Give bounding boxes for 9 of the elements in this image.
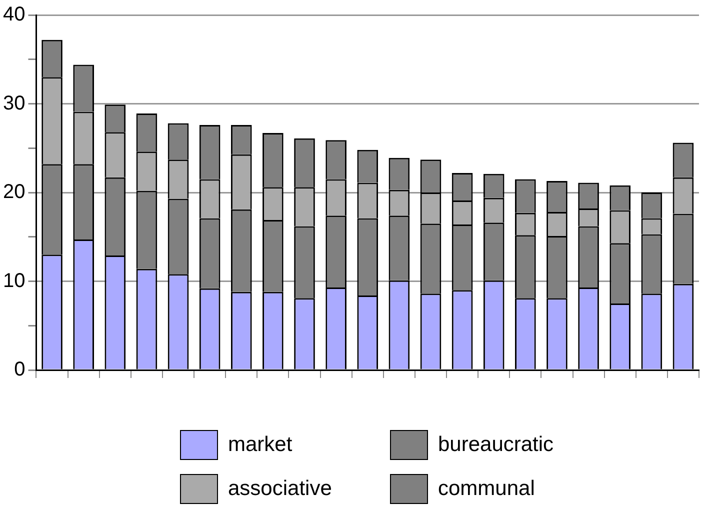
y-tick-label: 40 [2,4,26,26]
legend-label: market [228,433,292,457]
y-tick-label: 0 [14,358,26,381]
legend-label: bureaucratic [438,433,554,457]
y-tick-label: 30 [2,92,26,114]
y-tick-label: 10 [2,270,26,292]
y-tick-label: 20 [2,181,26,204]
legend-label: associative [228,477,332,501]
legend-label: communal [438,477,535,501]
